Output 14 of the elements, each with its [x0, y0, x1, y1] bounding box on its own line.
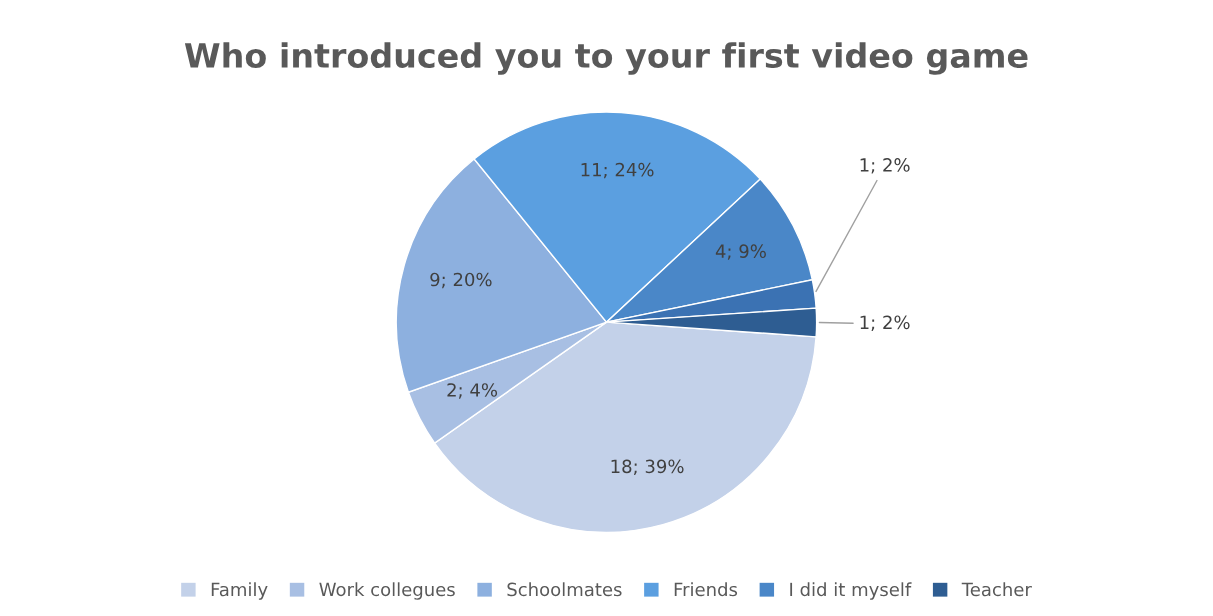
legend-label: Teacher	[961, 582, 1032, 597]
data-label: 1; 2%	[860, 315, 910, 331]
legend-label: Work collegues	[319, 582, 455, 600]
data-label: 18; 39%	[611, 459, 684, 475]
data-label: 11; 24%	[581, 162, 654, 179]
legend-label: Schoolmates	[507, 582, 622, 597]
legend-label: Friends	[674, 582, 738, 597]
chart-title: Who introduced you to your first video game	[184, 42, 1028, 75]
legend-label: Family	[211, 582, 268, 600]
legend-label: I did it myself	[790, 582, 912, 600]
data-label: 1; 2%	[860, 158, 910, 174]
data-label: 2; 4%	[447, 383, 498, 399]
data-label: 4; 9%	[715, 244, 766, 260]
data-label: 9; 20%	[430, 272, 492, 289]
